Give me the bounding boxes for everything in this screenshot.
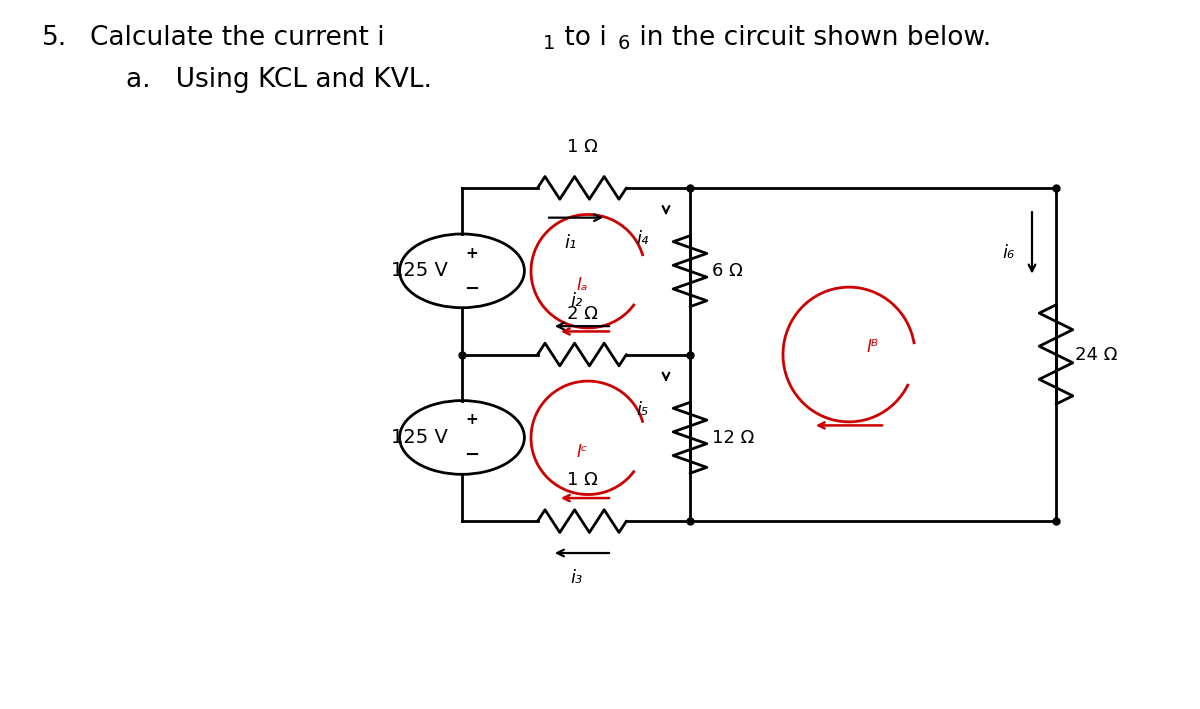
Text: Iₐ: Iₐ bbox=[576, 277, 588, 294]
Text: 6: 6 bbox=[618, 34, 630, 53]
Text: Iᶜ: Iᶜ bbox=[576, 443, 588, 461]
Text: −: − bbox=[464, 446, 479, 464]
Text: 24 Ω: 24 Ω bbox=[1075, 345, 1117, 364]
Text: 1 Ω: 1 Ω bbox=[566, 471, 598, 489]
Text: +: + bbox=[466, 245, 478, 261]
Text: −: − bbox=[464, 279, 479, 298]
Text: 125 V: 125 V bbox=[391, 262, 448, 280]
Text: i₆: i₆ bbox=[1002, 245, 1014, 262]
Text: a.   Using KCL and KVL.: a. Using KCL and KVL. bbox=[126, 67, 432, 94]
Text: i₂: i₂ bbox=[570, 292, 582, 310]
Text: 5.: 5. bbox=[42, 25, 67, 51]
Text: 6 Ω: 6 Ω bbox=[712, 262, 743, 280]
Text: 1 Ω: 1 Ω bbox=[566, 138, 598, 156]
Text: 1: 1 bbox=[542, 34, 554, 53]
Text: 12 Ω: 12 Ω bbox=[712, 429, 754, 447]
Text: in the circuit shown below.: in the circuit shown below. bbox=[631, 25, 991, 51]
Text: i₅: i₅ bbox=[636, 401, 648, 418]
Text: i₃: i₃ bbox=[570, 569, 582, 587]
Text: 2 Ω: 2 Ω bbox=[566, 305, 598, 323]
Text: +: + bbox=[466, 412, 478, 428]
Text: i₁: i₁ bbox=[564, 234, 576, 252]
Text: Calculate the current i: Calculate the current i bbox=[90, 25, 385, 51]
Text: Iᴮ: Iᴮ bbox=[866, 338, 878, 357]
Text: i₄: i₄ bbox=[636, 230, 648, 248]
Text: 125 V: 125 V bbox=[391, 428, 448, 447]
Text: to i: to i bbox=[556, 25, 606, 51]
